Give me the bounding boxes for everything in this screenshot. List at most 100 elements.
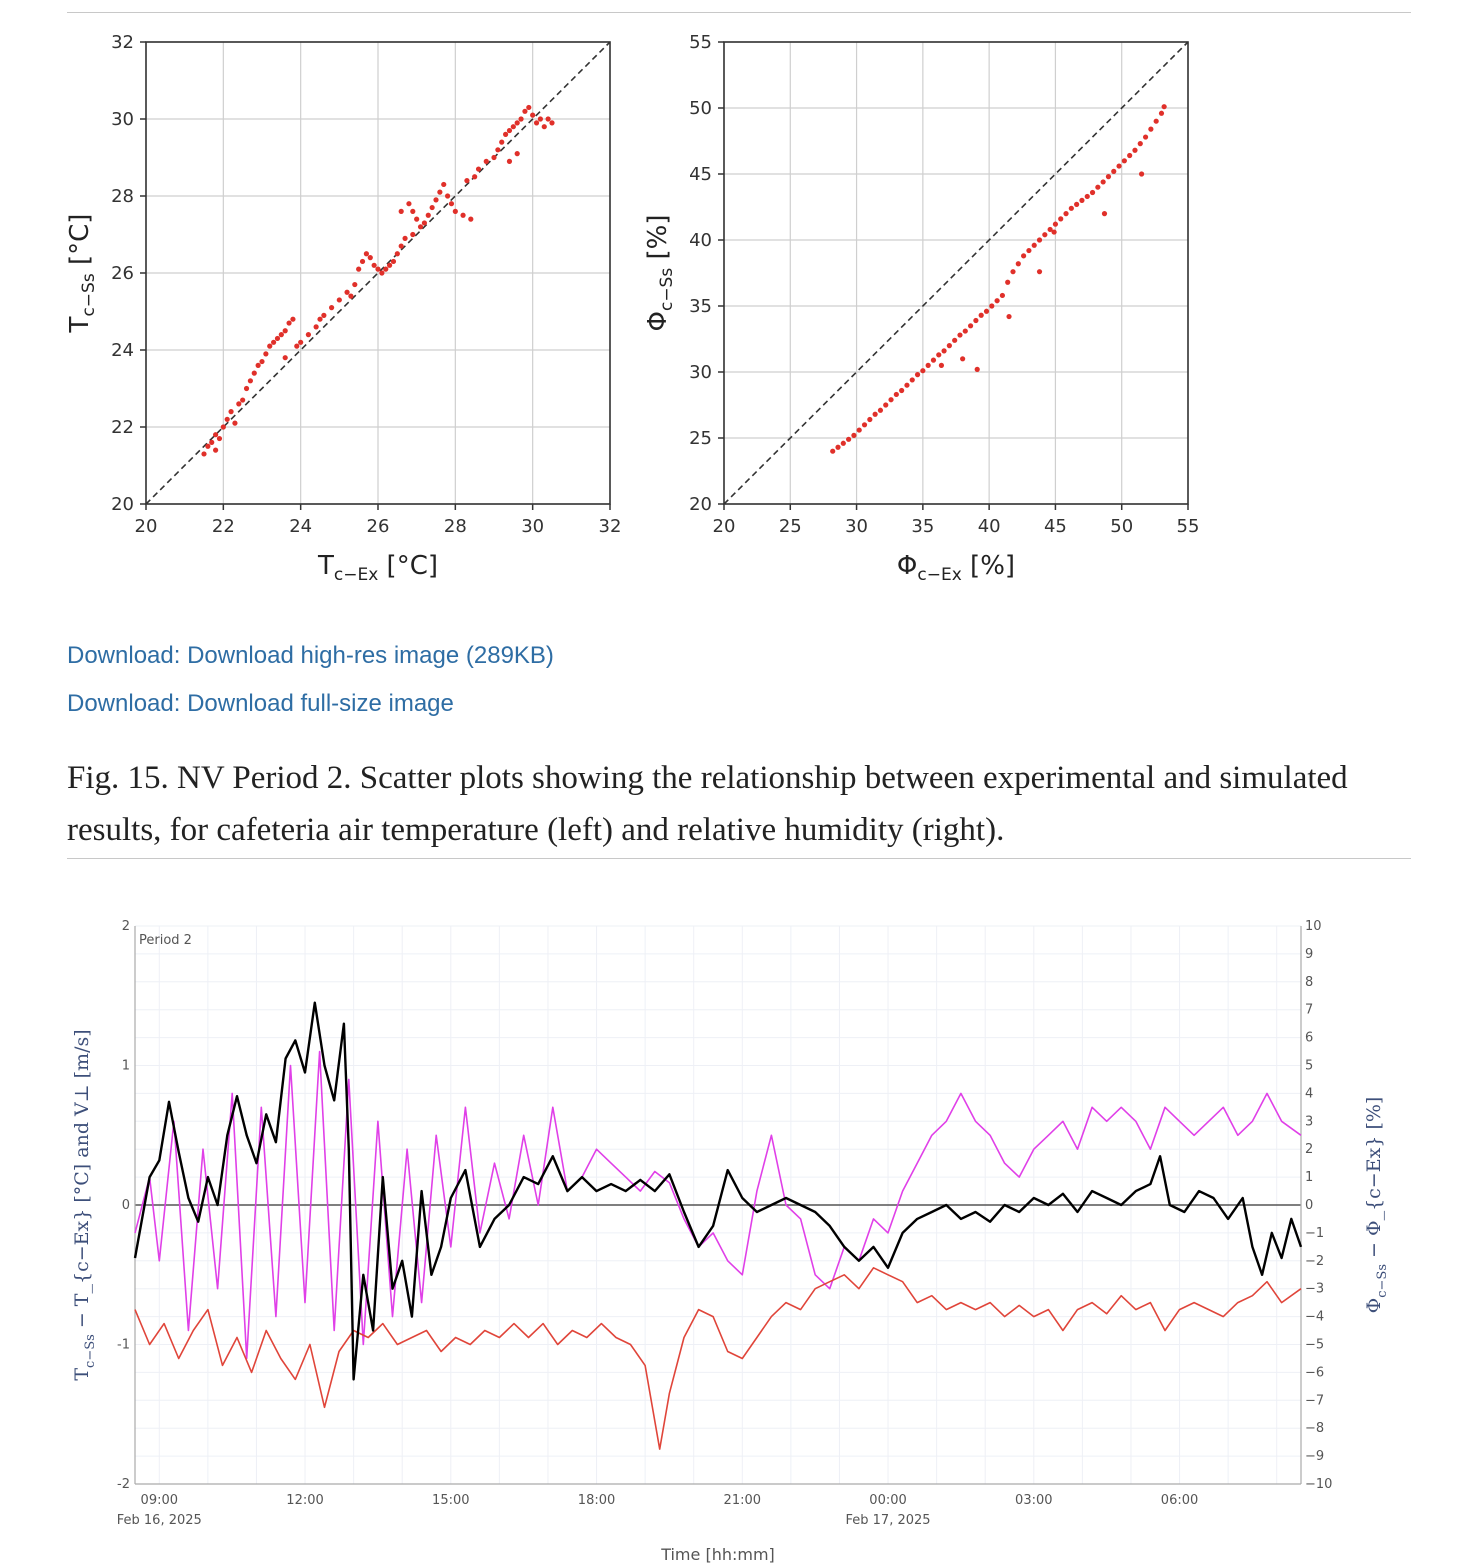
data-point xyxy=(530,112,536,118)
data-point xyxy=(830,448,836,454)
data-point xyxy=(313,324,319,330)
data-point xyxy=(1031,242,1037,248)
data-point xyxy=(1047,226,1053,233)
data-point xyxy=(1111,168,1117,174)
x-tick-label: 09:00 xyxy=(141,1493,178,1508)
data-point xyxy=(1015,261,1021,267)
data-point xyxy=(1010,269,1016,275)
data-point xyxy=(909,377,915,383)
data-point xyxy=(398,243,404,249)
data-point xyxy=(1006,313,1012,320)
data-point xyxy=(263,351,269,357)
data-point xyxy=(278,332,284,338)
data-point xyxy=(475,166,482,172)
y2-tick-label: 6 xyxy=(1305,1031,1313,1046)
y-tick-label: -2 xyxy=(117,1477,130,1492)
y-tick-label: 2 xyxy=(122,919,130,934)
x-axis-title: Φc−Ex [%] xyxy=(897,551,1015,585)
x-tick-label: 40 xyxy=(978,516,1001,537)
data-point xyxy=(946,343,952,349)
data-point xyxy=(201,451,207,457)
data-point xyxy=(541,124,547,130)
data-point xyxy=(460,212,466,218)
data-point xyxy=(448,201,455,207)
data-point xyxy=(483,158,489,164)
y-tick-label: 22 xyxy=(111,417,134,438)
x-tick-label: 18:00 xyxy=(578,1493,615,1508)
x-tick-label: 20 xyxy=(713,516,736,537)
data-point xyxy=(216,435,223,442)
y-tick-label: 30 xyxy=(689,362,712,383)
data-point xyxy=(989,303,995,309)
y-tick-label: 0 xyxy=(122,1198,130,1213)
y-tick-label: 20 xyxy=(111,494,134,515)
x-tick-label: 24 xyxy=(289,516,312,537)
data-point xyxy=(274,335,281,342)
data-point xyxy=(1137,141,1143,147)
data-point xyxy=(286,320,292,326)
identity-reference-line xyxy=(145,41,611,505)
y-tick-label: -1 xyxy=(117,1338,130,1353)
data-point xyxy=(967,323,974,329)
data-point xyxy=(518,116,524,122)
data-point xyxy=(321,312,327,318)
data-point xyxy=(363,251,369,257)
data-point xyxy=(938,362,945,368)
data-point xyxy=(835,444,841,450)
data-point xyxy=(533,120,540,126)
y-tick-label: 45 xyxy=(689,164,712,185)
x-tick-label: 30 xyxy=(845,516,868,537)
data-point xyxy=(514,120,520,126)
data-point xyxy=(228,409,234,415)
y2-tick-label: 2 xyxy=(1305,1142,1313,1157)
data-point xyxy=(1079,197,1085,203)
data-point xyxy=(1100,179,1106,185)
data-point xyxy=(410,231,416,238)
data-point xyxy=(851,432,857,438)
data-point xyxy=(526,104,532,111)
y-tick-label: 20 xyxy=(689,494,712,515)
download-highres-link[interactable]: Download: Download high-res image (289KB… xyxy=(67,642,554,669)
data-point xyxy=(978,312,984,318)
y2-tick-label: −8 xyxy=(1305,1421,1324,1436)
data-point xyxy=(877,407,884,413)
data-point xyxy=(503,131,509,137)
data-point xyxy=(468,216,474,222)
data-point xyxy=(209,439,215,445)
data-point xyxy=(344,289,350,295)
data-point xyxy=(240,397,246,403)
y-tick-label: 55 xyxy=(689,32,712,53)
y2-tick-label: −3 xyxy=(1305,1282,1324,1297)
data-point xyxy=(861,422,868,428)
data-point xyxy=(255,362,261,368)
x-tick-label: 06:00 xyxy=(1161,1493,1198,1508)
data-point xyxy=(394,251,400,257)
data-point xyxy=(290,316,296,322)
data-point xyxy=(1021,253,1027,259)
data-point xyxy=(1063,211,1069,217)
data-point xyxy=(537,116,544,122)
data-point xyxy=(387,262,393,268)
data-point xyxy=(410,208,416,214)
y2-tick-label: −1 xyxy=(1305,1226,1324,1241)
data-point xyxy=(452,208,458,214)
data-point xyxy=(1036,269,1043,275)
data-point xyxy=(883,402,889,408)
x-tick-label: 03:00 xyxy=(1015,1493,1052,1508)
y2-axis-title: Φc−Ss − Φ_{c−Ex} [%] xyxy=(1363,1097,1390,1314)
x-tick-label: 26 xyxy=(367,516,390,537)
y2-tick-label: −5 xyxy=(1305,1338,1324,1353)
y2-tick-label: −9 xyxy=(1305,1449,1324,1464)
y-tick-label: 25 xyxy=(689,428,712,449)
y2-tick-label: 8 xyxy=(1305,975,1313,990)
download-fullsize-link[interactable]: Download: Download full-size image xyxy=(67,690,454,717)
caption-divider xyxy=(67,858,1411,859)
x-axis-title: Tc−Ex [°C] xyxy=(317,551,438,585)
data-point xyxy=(1095,184,1101,190)
y2-tick-label: 7 xyxy=(1305,1003,1313,1018)
data-point xyxy=(545,116,551,122)
y-tick-label: 1 xyxy=(122,1059,130,1074)
data-point xyxy=(298,339,304,345)
y2-tick-label: −7 xyxy=(1305,1393,1324,1408)
y-tick-label: 32 xyxy=(111,32,134,53)
